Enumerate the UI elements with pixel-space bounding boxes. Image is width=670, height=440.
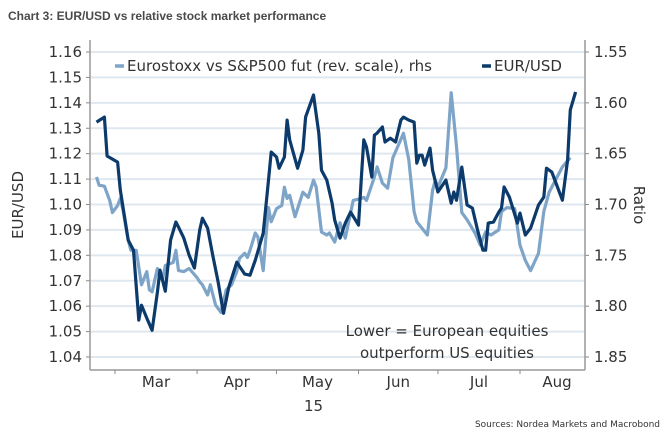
y-tick-label: 1.15 — [49, 68, 82, 86]
y2-axis-title: Ratio — [630, 186, 648, 225]
y-tick-label: 1.14 — [49, 94, 82, 112]
series-line-eurusd — [95, 91, 578, 332]
x-tick-label: Jun — [386, 373, 410, 391]
x-tick-label: May — [302, 373, 333, 391]
x-tick-label: Apr — [224, 373, 251, 391]
y-axis-title: EUR/USD — [9, 171, 27, 239]
y2-tick-label: 1.60 — [594, 94, 627, 112]
source-note: Sources: Nordea Markets and Macrobond — [474, 420, 660, 430]
y-tick-label: 1.05 — [49, 323, 82, 341]
annotation-line-1: Lower = European equities — [346, 322, 549, 340]
y-tick-label: 1.11 — [49, 170, 82, 188]
y-tick-label: 1.06 — [49, 297, 82, 315]
legend-bg — [111, 54, 459, 76]
x-year-label: 15 — [304, 397, 323, 415]
y-tick-label: 1.09 — [49, 221, 82, 239]
y-tick-label: 1.07 — [49, 272, 82, 290]
y2-tick-label: 1.70 — [594, 196, 627, 214]
x-tick-label: Aug — [542, 373, 571, 391]
y2-tick-label: 1.55 — [594, 43, 627, 61]
y-tick-label: 1.12 — [49, 145, 82, 163]
legend-label: EUR/USD — [494, 57, 562, 75]
y2-tick-label: 1.85 — [594, 348, 627, 366]
y-tick-label: 1.10 — [49, 196, 82, 214]
chart-title: Chart 3: EUR/USD vs relative stock marke… — [8, 9, 327, 23]
y2-tick-label: 1.65 — [594, 145, 627, 163]
y-tick-label: 1.16 — [49, 43, 82, 61]
x-tick-label: Jul — [469, 373, 488, 391]
legend-label: Eurostoxx vs S&P500 fut (rev. scale), rh… — [127, 57, 432, 75]
y-tick-label: 1.08 — [49, 246, 82, 264]
legend-bg — [478, 54, 578, 76]
y2-tick-label: 1.75 — [594, 246, 627, 264]
y-tick-label: 1.04 — [49, 348, 82, 366]
x-tick-label: Mar — [142, 373, 171, 391]
annotation-line-2: outperform US equities — [360, 344, 534, 362]
y2-tick-label: 1.80 — [594, 297, 627, 315]
y-tick-label: 1.13 — [49, 119, 82, 137]
